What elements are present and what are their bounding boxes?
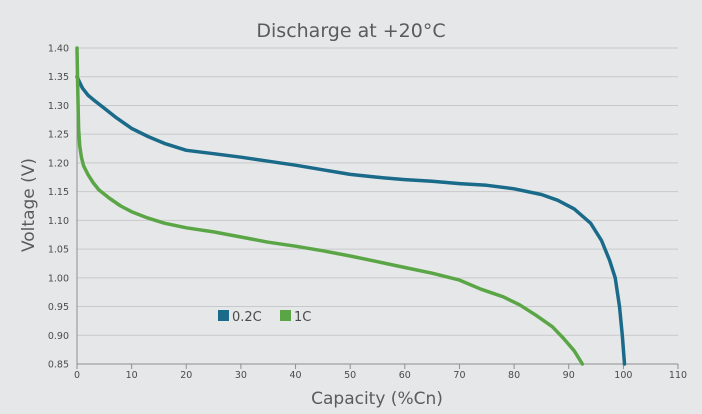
y-tick-label: 1.10 (48, 216, 69, 227)
y-tick-label: 1.00 (48, 273, 69, 284)
y-tick-label: 1.35 (48, 72, 69, 83)
legend-label: 1C (294, 310, 311, 325)
x-tick-label: 110 (669, 370, 687, 381)
x-tick-label: 10 (126, 370, 138, 381)
series-lines (75, 46, 627, 366)
x-axis-ticks: 0 10 20 30 40 50 60 70 80 90 100 110 (74, 364, 687, 381)
series-line-0-2c (75, 74, 627, 366)
x-tick-label: 50 (344, 370, 356, 381)
y-tick-label: 1.25 (48, 130, 69, 141)
y-tick-label: 1.20 (48, 158, 69, 169)
chart-title: Discharge at +20°C (256, 20, 445, 42)
y-tick-label: 0.85 (48, 360, 69, 371)
y-axis-ticks: 1.40 1.35 1.30 1.25 1.20 1.15 1.10 1.05 1.00 0.95… (48, 44, 69, 371)
x-tick-label: 60 (399, 370, 411, 381)
y-tick-label: 0.90 (48, 331, 69, 342)
x-tick-label: 20 (180, 370, 192, 381)
x-tick-label: 80 (508, 370, 520, 381)
x-tick-label: 40 (289, 370, 301, 381)
y-tick-label: 1.05 (48, 245, 69, 256)
legend: 0.2C 1C (218, 310, 311, 325)
y-tick-label: 1.40 (48, 44, 69, 55)
x-tick-label: 100 (614, 370, 632, 381)
x-axis-title: Capacity (%Cn) (311, 389, 443, 409)
x-tick-label: 70 (453, 370, 465, 381)
legend-swatch (280, 310, 291, 321)
x-tick-label: 30 (235, 370, 247, 381)
y-axis-title: Voltage (V) (19, 158, 39, 252)
series-line-1c (75, 46, 585, 366)
y-tick-label: 1.30 (48, 101, 69, 112)
y-tick-label: 1.15 (48, 187, 69, 198)
x-tick-label: 0 (74, 370, 80, 381)
legend-label: 0.2C (232, 310, 262, 325)
x-tick-label: 90 (563, 370, 575, 381)
grid-lines (77, 47, 678, 336)
legend-swatch (218, 310, 229, 321)
y-tick-label: 0.95 (48, 302, 69, 313)
